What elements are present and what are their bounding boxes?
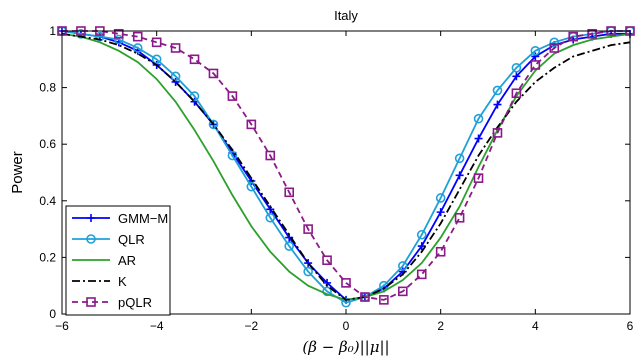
legend-label: GMM−M [118, 211, 168, 226]
legend-item: GMM−M [72, 211, 168, 226]
axis-ticks: −6 −4 −2 0 2 4 6 0 0.2 0.4 0.6 0.8 1 [39, 24, 633, 333]
data-point [397, 261, 408, 271]
data-point [416, 229, 427, 240]
data-point [436, 208, 445, 217]
data-point [132, 31, 143, 42]
data-point [454, 212, 465, 223]
x-tick-label: 4 [532, 319, 539, 333]
data-point [284, 241, 295, 251]
data-point [189, 91, 200, 101]
data-point [549, 43, 560, 53]
data-point [265, 212, 276, 223]
data-point [322, 286, 332, 297]
data-point [492, 128, 503, 138]
y-axis-title: Power [9, 151, 26, 194]
legend-marker [86, 234, 96, 244]
data-point [454, 153, 465, 164]
data-point [114, 29, 124, 39]
data-point [170, 71, 181, 82]
data-point [397, 286, 408, 297]
data-point [530, 60, 541, 70]
data-point [435, 193, 446, 203]
legend-label: pQLR [118, 295, 152, 310]
data-point [189, 54, 200, 65]
data-point [492, 85, 503, 96]
data-point [568, 31, 579, 42]
legend-item: AR [72, 253, 136, 268]
legend-marker [86, 297, 96, 307]
data-point [587, 29, 597, 39]
data-point [511, 88, 522, 99]
data-point [322, 255, 332, 266]
data-point [304, 259, 313, 268]
y-tick-label: 1 [49, 24, 56, 38]
data-point [549, 37, 560, 48]
data-point [95, 31, 105, 42]
legend-item: K [72, 274, 127, 289]
y-tick-label: 0.6 [39, 137, 56, 151]
data-point [303, 224, 313, 234]
x-axis-title: (β − β₀)||μ|| [302, 338, 389, 356]
data-point [493, 100, 502, 109]
data-point [512, 72, 521, 81]
series-line [61, 30, 630, 304]
x-tick-label: −4 [150, 319, 164, 333]
data-point [171, 77, 180, 86]
data-point [151, 37, 162, 48]
data-point [341, 297, 351, 308]
data-point [417, 242, 426, 251]
data-point [341, 278, 351, 288]
y-tick-label: 0 [49, 307, 56, 321]
data-point [455, 171, 464, 180]
data-point [511, 62, 522, 73]
plot-series-group [57, 26, 635, 308]
data-point [170, 43, 181, 53]
legend-marker [87, 214, 95, 222]
series-k [61, 32, 631, 301]
series-pqlr [57, 26, 635, 305]
legend-label: K [118, 274, 127, 289]
data-point [208, 119, 219, 130]
data-point [132, 43, 143, 53]
y-tick-label: 0.2 [39, 250, 56, 264]
data-point [151, 54, 162, 65]
legend-item: QLR [72, 232, 145, 247]
data-point [227, 91, 238, 101]
data-point [303, 266, 313, 277]
data-point [473, 113, 484, 124]
data-point [265, 150, 276, 161]
x-tick-label: 0 [343, 319, 350, 333]
data-point [246, 119, 257, 130]
y-tick-label: 0.8 [39, 81, 56, 95]
legend-label: AR [118, 253, 136, 268]
data-point [190, 97, 199, 106]
series-line [61, 32, 631, 301]
x-tick-label: −6 [55, 319, 69, 333]
series-line [62, 30, 630, 301]
x-tick-label: 6 [627, 319, 634, 333]
data-point [114, 34, 124, 45]
data-point [473, 173, 484, 183]
x-tick-label: −2 [244, 319, 258, 333]
chart-title: Italy [334, 8, 358, 23]
data-point [360, 292, 370, 302]
data-point [208, 68, 219, 79]
data-point [284, 187, 295, 198]
legend-item: pQLR [72, 295, 152, 310]
data-point [416, 269, 427, 280]
x-tick-label: 2 [437, 319, 444, 333]
data-point [246, 181, 257, 192]
y-tick-label: 0.4 [39, 194, 56, 208]
data-point [227, 150, 238, 161]
data-point [530, 46, 541, 56]
data-point [379, 295, 389, 305]
data-point [435, 246, 446, 257]
data-point [474, 134, 483, 143]
data-point [531, 52, 540, 61]
legend-label: QLR [118, 232, 145, 247]
